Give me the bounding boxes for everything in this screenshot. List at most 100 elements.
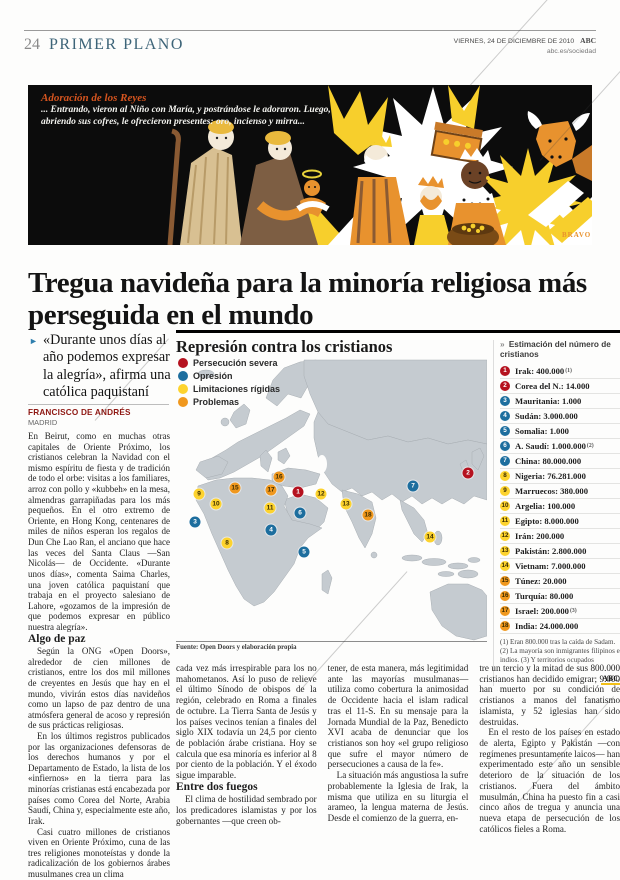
- country-label: Egipto: 8.000.000: [515, 515, 579, 526]
- country-label: Irak: 400.000: [515, 365, 565, 376]
- country-label: Túnez: 20.000: [515, 575, 567, 586]
- paragraph: La situación más angustiosa la sufre pro…: [327, 770, 469, 824]
- legend-label: Problemas: [193, 397, 240, 407]
- map-marker-number: 4: [265, 524, 277, 536]
- author-name: FRANCISCO DE ANDRÉS: [28, 408, 131, 417]
- country-row: 2 Corea del N.: 14.000: [500, 379, 620, 394]
- paragraph: En el resto de los países en estado de a…: [479, 727, 620, 834]
- paragraph: tener, de esta manera, más legitimidad a…: [327, 663, 469, 770]
- issue-date: VIERNES, 24 DE DICIEMBRE DE 2010: [453, 38, 575, 45]
- country-label: Vietnam: 7.000.000: [515, 560, 586, 571]
- country-label: Somalia: 1.000: [515, 425, 569, 436]
- country-rank-badge: 9: [500, 485, 510, 496]
- country-row: 14 Vietnam: 7.000.000: [500, 559, 620, 574]
- country-rank-badge: 10: [500, 500, 510, 511]
- panel-header: » Estimación del número de cristianos: [500, 340, 620, 360]
- paragraph: tre un tercio y la mitad de sus 800.000 …: [479, 663, 620, 727]
- map-marker: 10: [210, 498, 222, 510]
- country-rank-badge: 6: [500, 440, 510, 451]
- country-rank-badge: 2: [500, 380, 510, 391]
- map-marker-number: 1: [292, 486, 304, 498]
- country-row: 18 India: 24.000.000: [500, 619, 620, 634]
- country-footnote-ref: (3): [569, 607, 577, 614]
- country-row: 4 Sudán: 3.000.000: [500, 409, 620, 424]
- legend-dot: [178, 358, 188, 368]
- paragraph: En Beirut, como en muchas otras capitale…: [28, 431, 170, 632]
- country-label: Argelia: 100.000: [515, 500, 576, 511]
- country-rank-badge: 11: [500, 515, 510, 526]
- country-rank-badge: 17: [500, 605, 510, 616]
- site-url: abc.es/sociedad: [546, 47, 596, 55]
- credit-logo: ABC: [601, 674, 620, 686]
- newspaper-page: 2 4 PRIMER PLANO VIERNES, 24 DE DICIEMBRE…: [24, 0, 620, 879]
- map-marker-number: 8: [221, 537, 233, 549]
- article-column-3: tener, de esta manera, más legitimidad a…: [328, 663, 469, 835]
- legend-dot: [178, 397, 188, 407]
- brand-logo: ABC: [580, 36, 596, 45]
- country-footnote-ref: (1): [565, 367, 572, 374]
- country-row: 16 Turquía: 80.000: [500, 589, 620, 604]
- map-marker: 14: [424, 531, 436, 543]
- caption-title: Adoración de los Reyes: [41, 92, 147, 104]
- country-rank-badge: 8: [500, 470, 510, 481]
- infographic-top-rule: [176, 330, 620, 333]
- country-label: Turquía: 80.000: [515, 590, 574, 601]
- world-map: Persecución severa Opresión Limitaciones…: [176, 352, 488, 641]
- illustration-caption: Adoración de los Reyes ... Entrando, vie…: [41, 92, 341, 128]
- standfirst-text: «Durante unos días al año podemos expres…: [43, 332, 171, 400]
- country-row: 8 Nigeria: 76.281.000: [500, 469, 620, 484]
- legend-item: Persecución severa: [178, 358, 280, 368]
- map-marker-number: 16: [273, 471, 285, 483]
- source-line: Fuente: Open Doors y elaboración propia: [176, 641, 487, 651]
- map-legend: Persecución severa Opresión Limitaciones…: [178, 358, 280, 410]
- map-marker-number: 13: [340, 498, 352, 510]
- bullet-arrow-icon: ►: [29, 336, 38, 346]
- country-rank-badge: 16: [500, 590, 510, 601]
- standfirst: ► «Durante unos días al año podemos expr…: [28, 332, 176, 401]
- nativity-drawing: BRAVO: [28, 85, 592, 245]
- country-rank-badge: 15: [500, 575, 510, 586]
- article-column-1: En Beirut, como en muchas otras capitale…: [28, 431, 170, 880]
- country-label: Marruecos: 380.000: [515, 485, 589, 496]
- country-label: Nigeria: 76.281.000: [515, 470, 586, 481]
- map-marker-number: 9: [193, 488, 205, 500]
- map-marker: 3: [189, 516, 201, 528]
- footnotes: (1) Eran 800.000 tras la caída de Sadam.…: [500, 637, 620, 665]
- map-marker-number: 5: [298, 546, 310, 558]
- country-label: A. Saudí: 1.000.000: [515, 440, 586, 451]
- map-marker: 2: [462, 467, 474, 479]
- legend-item: Opresión: [178, 371, 280, 381]
- map-marker: 5: [298, 546, 310, 558]
- country-rank-badge: 4: [500, 410, 510, 421]
- masthead-info: VIERNES, 24 DE DICIEMBRE DE 2010 ABC abc.…: [454, 36, 596, 56]
- map-marker: 12: [315, 488, 327, 500]
- country-row: 5 Somalia: 1.000: [500, 424, 620, 439]
- country-label: Sudán: 3.000.000: [515, 410, 578, 421]
- nativity-illustration: BRAVO Adoración de los Reyes ... Entrand…: [28, 85, 592, 245]
- legend-item: Limitaciones rígidas: [178, 384, 280, 394]
- map-marker-number: 6: [294, 507, 306, 519]
- map-marker-number: 11: [264, 502, 276, 514]
- country-row: 13 Pakistán: 2.800.000: [500, 544, 620, 559]
- map-marker-number: 7: [407, 480, 419, 492]
- paragraph: El clima de hostilidad sembrado por los …: [176, 794, 317, 826]
- country-rank-badge: 7: [500, 455, 510, 466]
- byline: FRANCISCO DE ANDRÉS MADRID: [28, 404, 169, 427]
- paragraph: Casi cuatro millones de cristianos viven…: [28, 826, 170, 879]
- map-marker-number: 15: [229, 482, 241, 494]
- country-label: India: 24.000.000: [515, 620, 579, 631]
- country-rank-badge: 12: [500, 530, 510, 541]
- legend-label: Limitaciones rígidas: [193, 384, 281, 394]
- map-marker-number: 17: [265, 484, 277, 496]
- country-footnote-ref: (2): [586, 442, 594, 449]
- map-marker-number: 10: [210, 498, 222, 510]
- country-label: Pakistán: 2.800.000: [515, 545, 587, 556]
- country-label: China: 80.000.000: [515, 455, 582, 466]
- infographic-title: Represión contra los cristianos: [176, 337, 393, 356]
- map-marker: 18: [362, 509, 374, 521]
- section-title: PRIMER PLANO: [49, 36, 184, 53]
- infographic-credit: ABC: [500, 668, 620, 686]
- map-marker: 6: [294, 507, 306, 519]
- country-row: 12 Irán: 200.000: [500, 529, 620, 544]
- country-row: 3 Mauritania: 1.000: [500, 394, 620, 409]
